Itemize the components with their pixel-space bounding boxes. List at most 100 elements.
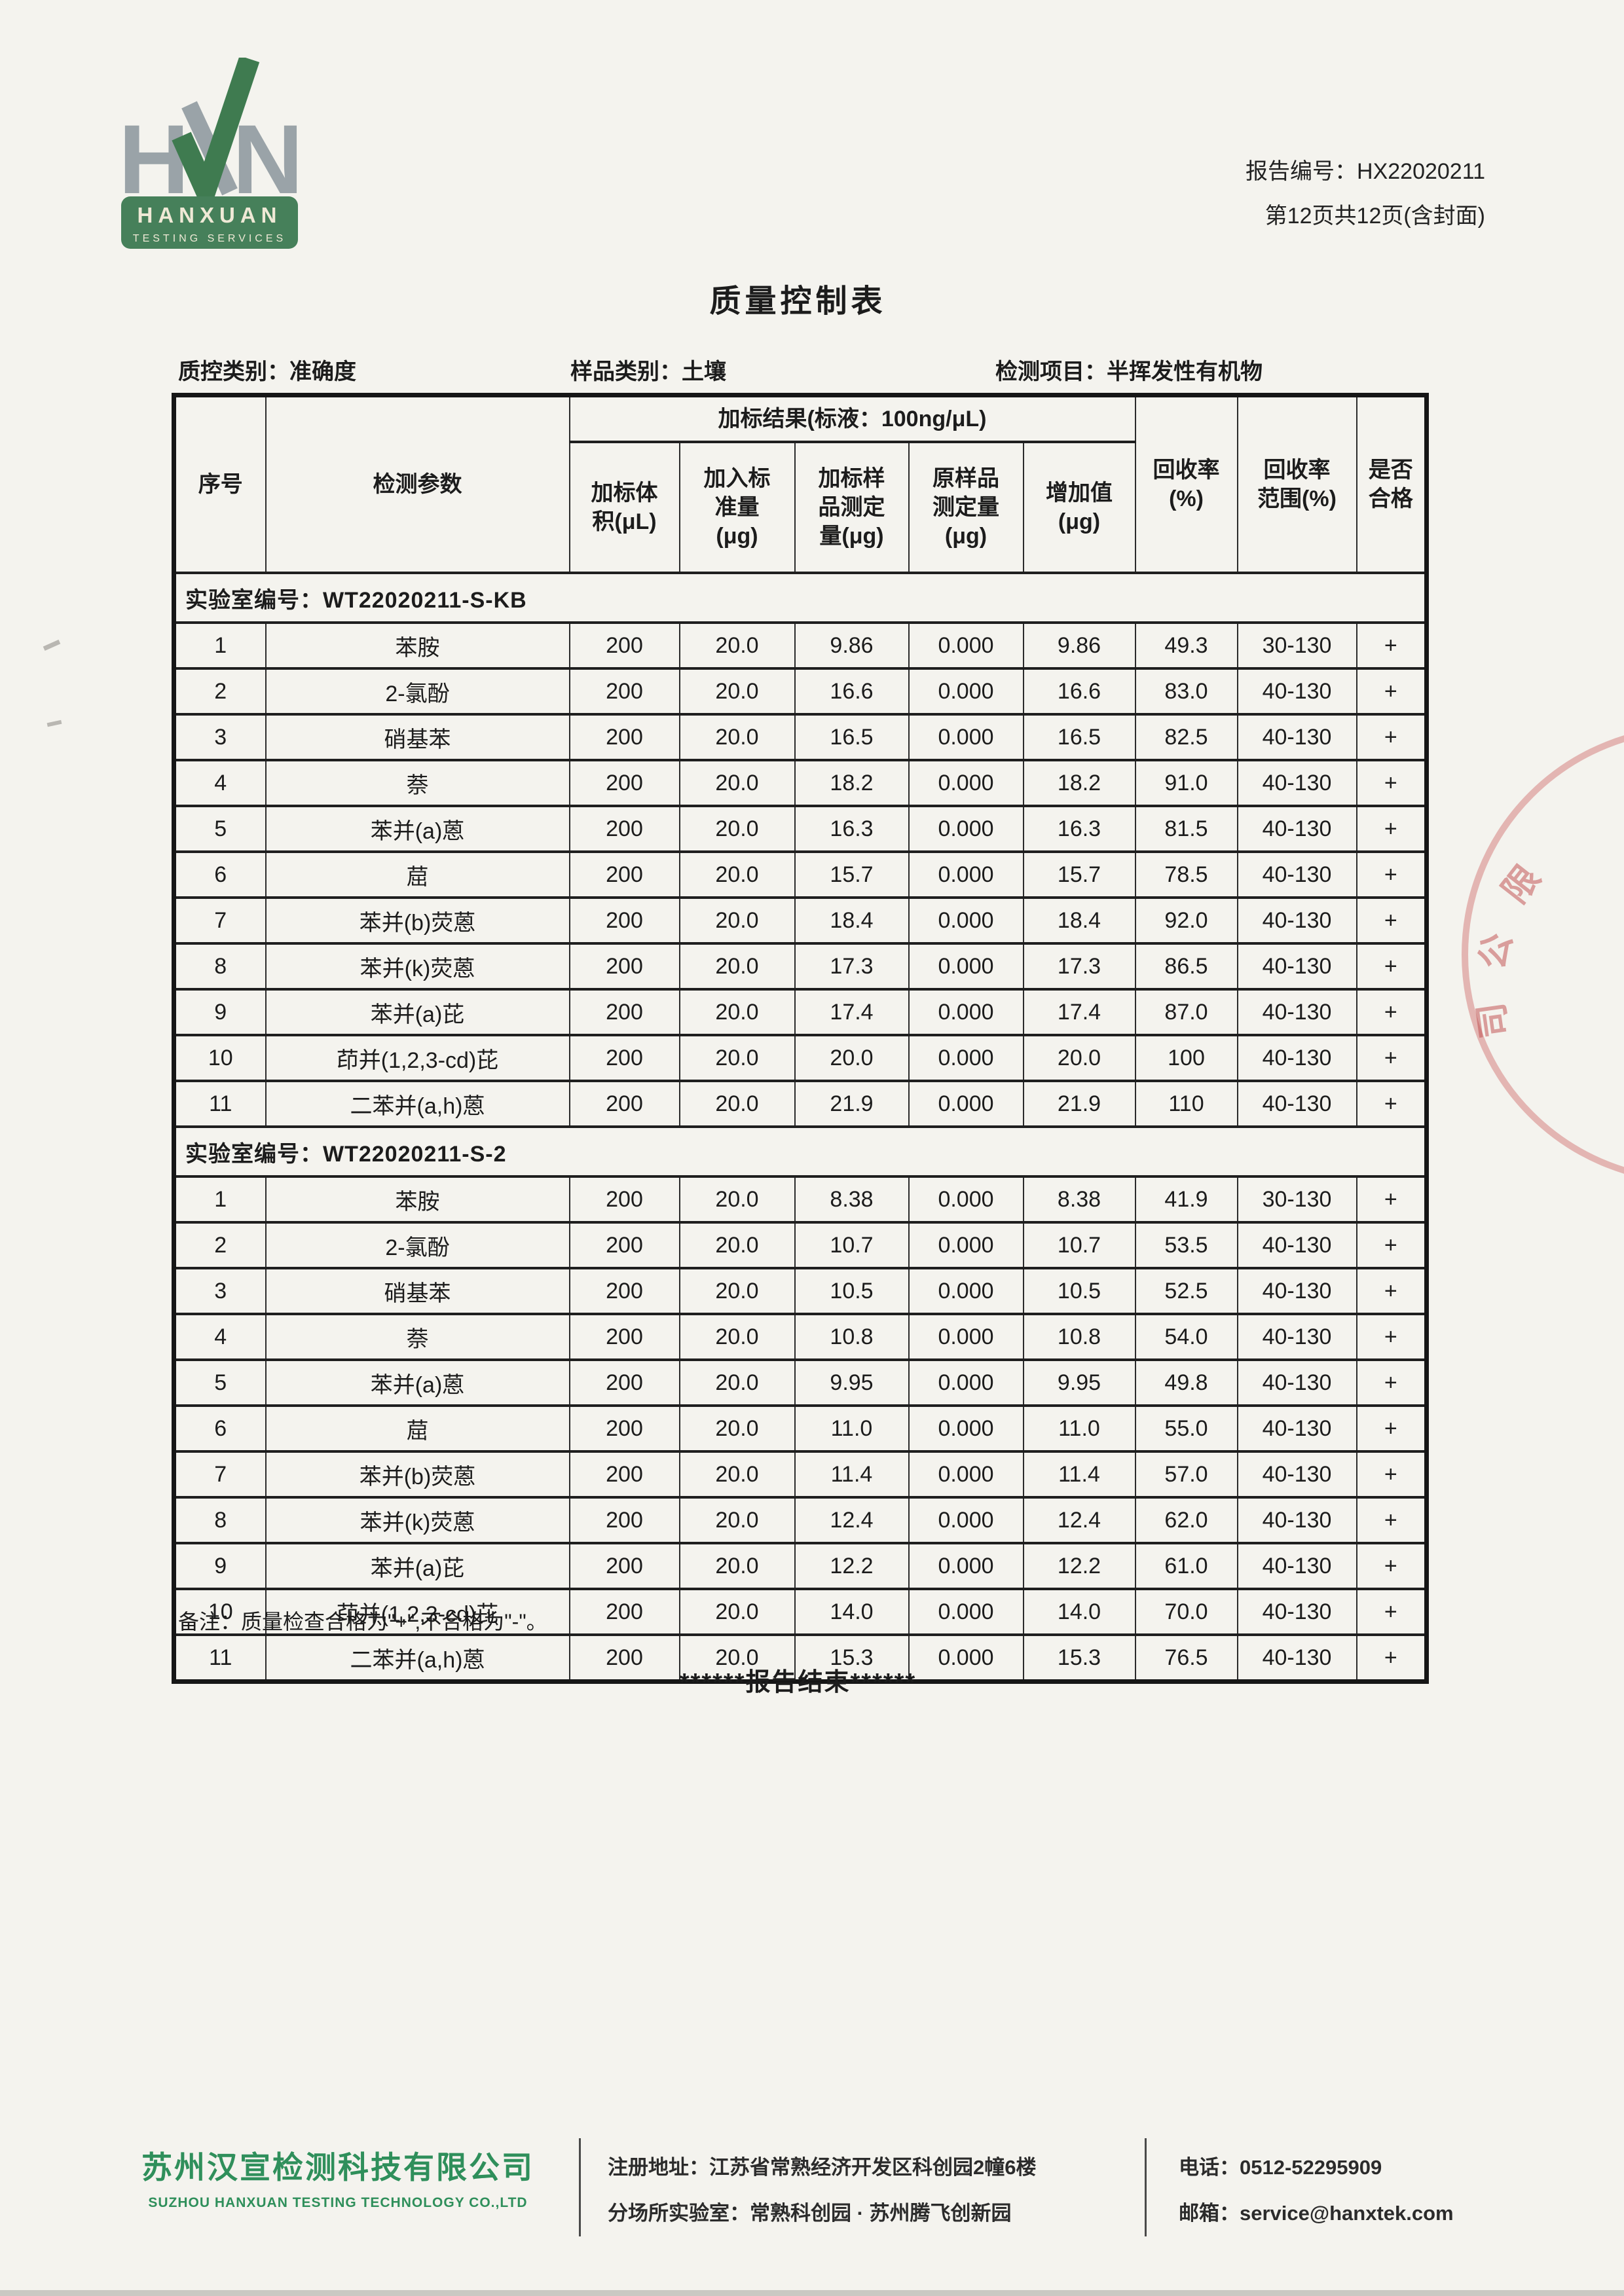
cell-recovery-range: 40-130 xyxy=(1236,1080,1357,1128)
cell-recovery-range: 40-130 xyxy=(1236,1496,1357,1544)
cell-spiked-measured: 21.9 xyxy=(794,1080,910,1128)
cell-spiked-measured: 16.6 xyxy=(794,667,910,716)
cell-recovery: 78.5 xyxy=(1134,850,1238,899)
table-row: 1 苯胺 200 20.0 8.38 0.000 8.38 41.9 30-130 + xyxy=(173,1175,1428,1224)
footer-divider xyxy=(1145,2138,1147,2236)
cell-recovery: 53.5 xyxy=(1134,1221,1238,1269)
cell-original-measured: 0.000 xyxy=(908,1175,1024,1224)
logo-letter-h: H xyxy=(121,104,189,214)
lab-id: 实验室编号：WT22020211-S-KB xyxy=(173,572,1428,624)
cell-spike-amount: 20.0 xyxy=(678,1175,796,1224)
cell-spiked-measured: 17.4 xyxy=(794,988,910,1036)
cell-pass: + xyxy=(1356,1542,1428,1590)
report-end-line: ******报告结束****** xyxy=(679,1669,917,1696)
header-sub-row: 加标体 积(μL) 加入标 准量 (μg) 加标样 品测定 量(μg) 原样品 … xyxy=(174,441,1427,574)
cell-spiked-measured: 18.2 xyxy=(794,759,910,807)
cell-spike-volume: 200 xyxy=(568,1221,680,1269)
table-row: 11 二苯并(a,h)蒽 200 20.0 21.9 0.000 21.9 110 40-130… xyxy=(173,1080,1428,1128)
cell-param: 硝基苯 xyxy=(265,713,570,761)
cell-spike-amount: 20.0 xyxy=(678,1404,796,1453)
cell-spike-amount: 20.0 xyxy=(678,713,796,761)
cell-increase: 11.4 xyxy=(1022,1450,1136,1499)
cell-recovery-range: 30-130 xyxy=(1236,621,1357,670)
registered-address: 注册地址：江苏省常熟经济开发区科创园2幢6楼 xyxy=(608,2156,1037,2179)
cell-spike-volume: 200 xyxy=(568,1313,680,1361)
table-row: 4 萘 200 20.0 10.8 0.000 10.8 54.0 40-130 + xyxy=(173,1313,1428,1361)
cell-seq: 10 xyxy=(173,1034,267,1082)
cell-increase: 16.3 xyxy=(1022,805,1136,853)
cell-spike-amount: 20.0 xyxy=(678,1633,796,1683)
cell-increase: 12.4 xyxy=(1022,1496,1136,1544)
cell-pass: + xyxy=(1356,896,1428,945)
cell-spike-volume: 200 xyxy=(568,805,680,853)
qc-table: 序号 检测参数 加标结果(标液：100ng/μL) 回收率 (%) 回收率 范围… xyxy=(172,393,1430,1684)
cell-spike-volume: 200 xyxy=(568,1404,680,1453)
cell-spike-amount: 20.0 xyxy=(678,1588,796,1636)
cell-seq: 2 xyxy=(173,1221,267,1269)
cell-increase: 18.4 xyxy=(1022,896,1136,945)
table-row: 3 硝基苯 200 20.0 16.5 0.000 16.5 82.5 40-130 + xyxy=(173,713,1428,761)
cell-spike-amount: 20.0 xyxy=(678,667,796,716)
table-row: 2 2-氯酚 200 20.0 10.7 0.000 10.7 53.5 40-130 + xyxy=(173,1221,1428,1269)
cell-seq: 11 xyxy=(173,1633,267,1683)
cell-original-measured: 0.000 xyxy=(908,988,1024,1036)
cell-pass: + xyxy=(1356,1358,1428,1407)
cell-spike-volume: 200 xyxy=(568,1080,680,1128)
cell-original-measured: 0.000 xyxy=(908,896,1024,945)
cell-pass: + xyxy=(1356,1633,1428,1683)
hanxuan-logo: H N HANXUAN TESTING SERVICES xyxy=(121,58,298,249)
cell-recovery: 61.0 xyxy=(1134,1542,1238,1590)
cell-increase: 15.7 xyxy=(1022,850,1136,899)
cell-original-measured: 0.000 xyxy=(908,1267,1024,1315)
cell-pass: + xyxy=(1356,1450,1428,1499)
cell-spiked-measured: 12.2 xyxy=(794,1542,910,1590)
cell-spike-amount: 20.0 xyxy=(678,1221,796,1269)
logo-letter-n: N xyxy=(232,104,298,214)
cell-original-measured: 0.000 xyxy=(908,805,1024,853)
table-row: 5 苯并(a)蒽 200 20.0 16.3 0.000 16.3 81.5 40-130 + xyxy=(173,805,1428,853)
cell-recovery-range: 40-130 xyxy=(1236,1313,1357,1361)
cell-seq: 7 xyxy=(173,1450,267,1499)
cell-pass: + xyxy=(1356,805,1428,853)
cell-spike-volume: 200 xyxy=(568,667,680,716)
col-seq-header: 序号 xyxy=(173,393,267,574)
table-row: 2 2-氯酚 200 20.0 16.6 0.000 16.6 83.0 40-130 + xyxy=(173,667,1428,716)
cell-param: 苯并(a)芘 xyxy=(265,1542,570,1590)
cell-param: 䓛 xyxy=(265,850,570,899)
cell-param: 苯胺 xyxy=(265,621,570,670)
cell-original-measured: 0.000 xyxy=(908,1404,1024,1453)
cell-spike-volume: 200 xyxy=(568,850,680,899)
cell-spike-volume: 200 xyxy=(568,896,680,945)
meta-row: 质控类别：准确度 样品类别：土壤 检测项目：半挥发性有机物 xyxy=(172,354,1424,390)
cell-spiked-measured: 10.5 xyxy=(794,1267,910,1315)
col-original-measured-header: 原样品 测定量 (μg) xyxy=(908,441,1024,574)
cell-recovery-range: 40-130 xyxy=(1236,1542,1357,1590)
col-param-header: 检测参数 xyxy=(265,393,570,574)
cell-pass: + xyxy=(1356,850,1428,899)
cell-pass: + xyxy=(1356,988,1428,1036)
cell-spike-volume: 200 xyxy=(568,1496,680,1544)
cell-recovery-range: 40-130 xyxy=(1236,1588,1357,1636)
cell-spike-amount: 20.0 xyxy=(678,1080,796,1128)
cell-pass: + xyxy=(1356,621,1428,670)
cell-recovery: 52.5 xyxy=(1134,1267,1238,1315)
cell-param: 二苯并(a,h)蒽 xyxy=(265,1080,570,1128)
cell-increase: 12.2 xyxy=(1022,1542,1136,1590)
cell-pass: + xyxy=(1356,1267,1428,1315)
cell-spiked-measured: 11.4 xyxy=(794,1450,910,1499)
page-title: 质量控制表 xyxy=(709,284,887,319)
logo-tagline: TESTING SERVICES xyxy=(133,233,286,244)
cell-recovery: 81.5 xyxy=(1134,805,1238,853)
cell-spike-volume: 200 xyxy=(568,1267,680,1315)
cell-spike-volume: 200 xyxy=(568,988,680,1036)
cell-recovery: 41.9 xyxy=(1134,1175,1238,1224)
table-row: 11 二苯并(a,h)蒽 200 20.0 15.3 0.000 15.3 76.5 40-13… xyxy=(173,1633,1428,1683)
cell-param: 苯并(a)芘 xyxy=(265,988,570,1036)
cell-pass: + xyxy=(1356,1313,1428,1361)
logo-name: HANXUAN xyxy=(138,203,282,227)
cell-increase: 9.86 xyxy=(1022,621,1136,670)
cell-recovery: 91.0 xyxy=(1134,759,1238,807)
cell-recovery: 82.5 xyxy=(1134,713,1238,761)
cell-spike-amount: 20.0 xyxy=(678,1358,796,1407)
cell-original-measured: 0.000 xyxy=(908,1358,1024,1407)
